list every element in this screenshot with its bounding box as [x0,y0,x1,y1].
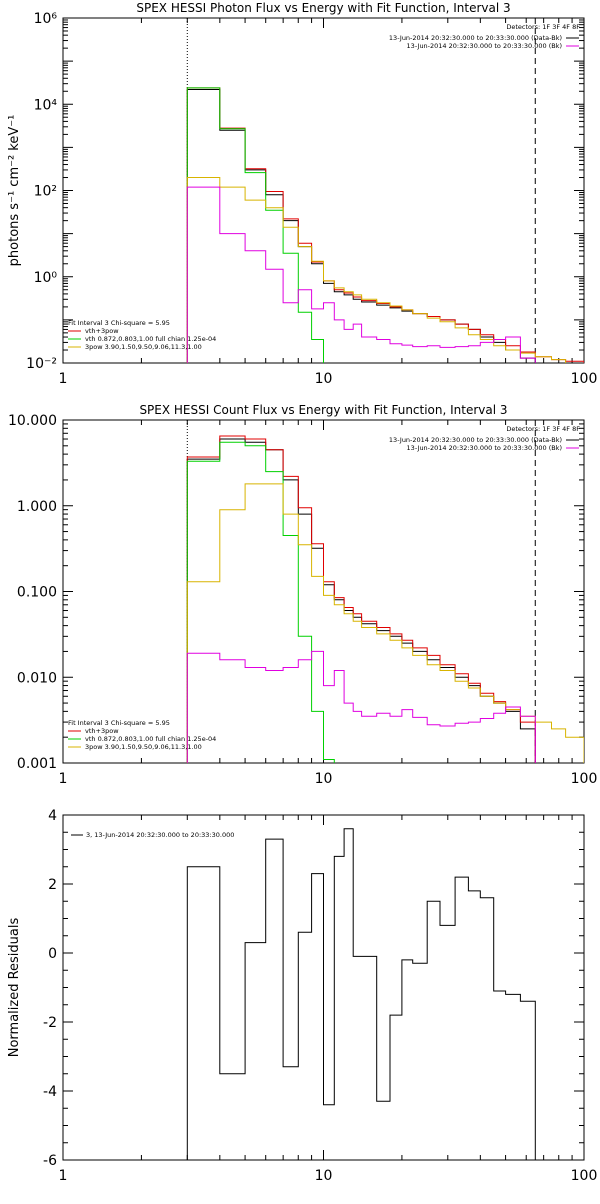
y-tick-label: 0.100 [17,585,57,601]
legend-entry-label: vth+3pow [85,727,119,735]
x-tick-label: 100 [571,371,598,387]
series-green-line [186,87,324,363]
series-black-line [186,828,536,1160]
y-tick-label: 10⁻² [26,356,57,372]
y-tick-label: 0.010 [17,670,57,686]
y-tick-label: 2 [48,877,57,893]
y-tick-label: 4 [48,808,57,824]
y-tick-label: 0.001 [17,756,57,772]
chart-title: SPEX HESSI Photon Flux vs Energy with Fi… [136,1,510,15]
y-axis-label: photons s⁻¹ cm⁻² keV⁻¹ [7,115,22,267]
legend-detectors: Detectors: 1F 3F 4F 8F [506,425,580,433]
legend-entry-label: 3, 13-Jun-2014 20:32:30.000 to 20:33:30.… [86,831,234,839]
series-magenta-line [186,186,536,363]
series-yellow-line [186,177,567,363]
chart-panel-2: SPEX HESSI Count Flux vs Energy with Fit… [8,403,597,787]
series-group [186,828,536,1160]
y-tick-label: 10⁴ [34,97,58,113]
legend-entry-label: 13-Jun-2014 20:32:30.000 to 20:33:30.000… [407,42,562,50]
legend-entry-label: vth 0.872,0.803,1.00 full chian 1.25e-04 [85,735,216,743]
y-tick-label: 10.000 [8,413,57,429]
y-tick-label: 10⁶ [34,11,58,27]
y-tick-label: -4 [43,1084,57,1100]
x-tick-label: 100 [571,1168,598,1184]
axis-frame [62,17,585,364]
series-group [186,435,584,763]
series-green-line [186,441,335,763]
chart-title: SPEX HESSI Count Flux vs Energy with Fit… [139,403,507,417]
legend-entry-label: 13-Jun-2014 20:32:30.000 to 20:33:30.000… [389,436,562,444]
series-black-line [186,89,584,363]
y-tick-label: 10² [34,184,57,200]
legend-fit-header: Fit Interval 3 Chi-square = 5.95 [68,719,170,727]
y-axis-label: Normalized Residuals [7,918,22,1058]
legend-entry-label: 13-Jun-2014 20:32:30.000 to 20:33:30.000… [389,34,562,42]
legend-entry-label: 3pow 3.90,1.50,9.50,9.06,11.3,1.00 [85,343,202,351]
y-tick-label: 0 [48,946,57,962]
legend-entry-label: vth 0.872,0.803,1.00 full chian 1.25e-04 [85,335,216,343]
legend-entry-label: 13-Jun-2014 20:32:30.000 to 20:33:30.000… [407,444,562,452]
x-tick-label: 1 [59,371,68,387]
x-tick-label: 10 [315,771,333,787]
legend-detectors: Detectors: 1F 3F 4F 8F [506,23,580,31]
chart-panel-1: SPEX HESSI Photon Flux vs Energy with Fi… [7,1,597,387]
x-tick-label: 10 [315,1168,333,1184]
x-tick-label: 1 [59,771,68,787]
y-tick-label: -6 [43,1153,57,1169]
series-yellow-line [186,483,584,763]
legend-entry-label: 3pow 3.90,1.50,9.50,9.06,11.3,1.00 [85,743,202,751]
legend-entry-label: vth+3pow [85,327,119,335]
chart-panel-3: Normalized Residuals 1 10 100 -6 -4 -2 0 2 4 3, 13… [7,808,597,1184]
y-tick-label: 10⁰ [34,270,58,286]
x-tick-label: 1 [59,1168,68,1184]
series-red-line [186,87,584,363]
y-tick-label: -2 [43,1015,57,1031]
legend-fit-header: Fit Interval 3 Chi-square = 5.95 [68,319,170,327]
x-tick-label: 10 [315,371,333,387]
x-tick-label: 100 [571,771,598,787]
series-group [186,87,584,363]
y-tick-label: 1.000 [17,499,57,515]
series-magenta-line [186,650,536,763]
